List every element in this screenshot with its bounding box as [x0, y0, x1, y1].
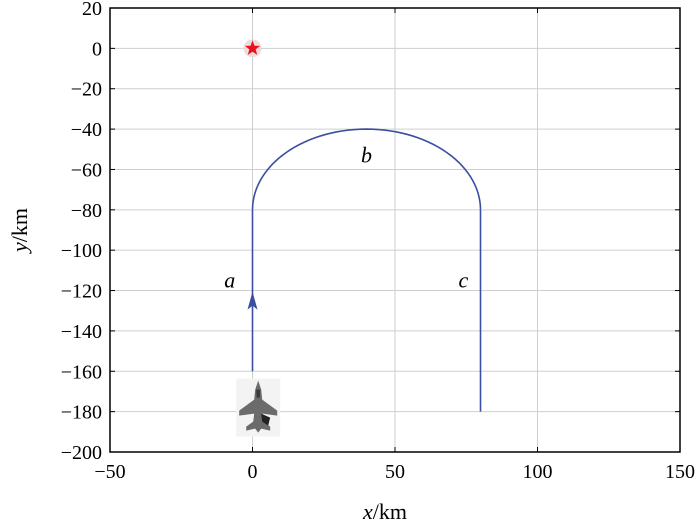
y-tick-label: 20	[82, 0, 102, 20]
x-axis-title: x/km	[362, 499, 407, 524]
x-axis-unit: /km	[373, 499, 407, 524]
y-axis-unit: /km	[7, 208, 32, 242]
jet-body	[239, 380, 278, 433]
y-tick-label: −140	[61, 321, 102, 343]
y-tick-label: 0	[92, 38, 102, 60]
y-tick-label: −80	[71, 200, 102, 222]
y-tick-label: −120	[61, 281, 102, 303]
grid	[110, 8, 680, 452]
trajectory-segment-b	[251, 128, 482, 210]
x-axis-variable: x	[362, 499, 373, 524]
segment-label-c: c	[459, 267, 469, 292]
x-tick-label: 0	[248, 461, 258, 483]
segment-label-a: a	[224, 267, 235, 292]
star-shape	[244, 40, 261, 55]
y-tick-label: −40	[71, 119, 102, 141]
x-tick-label: −50	[94, 461, 125, 483]
jet-canopy	[256, 389, 261, 398]
series-layer	[247, 128, 482, 412]
segment-label-b: b	[361, 142, 372, 167]
y-tick-label: −200	[61, 442, 102, 464]
y-tick-label: −180	[61, 402, 102, 424]
aircraft-jet-icon	[236, 378, 281, 437]
x-tick-label: 100	[523, 461, 553, 483]
target-star-icon	[243, 39, 262, 58]
label-layer: a b c	[224, 142, 468, 292]
jet-shadow	[261, 413, 271, 426]
y-tick-label: −100	[61, 240, 102, 262]
x-tick-label: 150	[665, 461, 695, 483]
x-tick-label: 50	[385, 461, 405, 483]
y-tick-label: −160	[61, 361, 102, 383]
direction-arrow	[247, 291, 258, 310]
y-tick-label: −20	[71, 79, 102, 101]
y-tick-label: −60	[71, 159, 102, 181]
y-axis-variable: y	[7, 242, 32, 254]
tick-layer: −50 0 50 100 150200−20−40−60−80−100−120−140−…	[61, 0, 695, 483]
marker-layer	[236, 39, 281, 437]
y-axis-title: y/km	[7, 208, 32, 254]
